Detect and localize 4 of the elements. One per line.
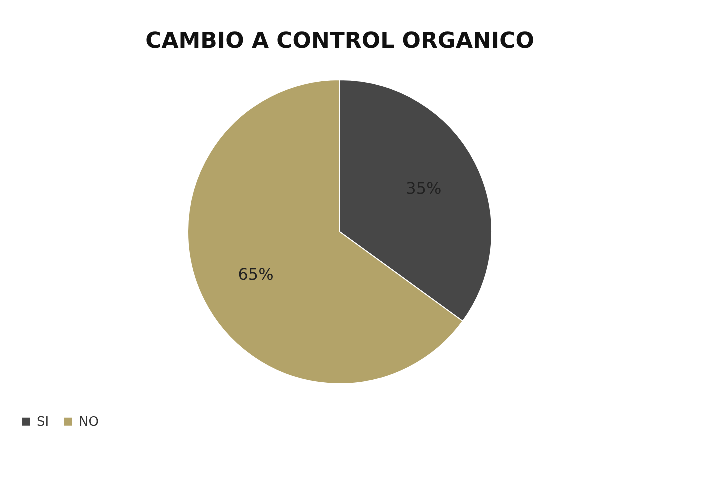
chart-title: CAMBIO A CONTROL ORGANICO xyxy=(146,29,534,54)
legend-label: NO xyxy=(79,414,99,430)
legend-label: SI xyxy=(37,414,50,430)
data-label: 65% xyxy=(238,264,274,284)
